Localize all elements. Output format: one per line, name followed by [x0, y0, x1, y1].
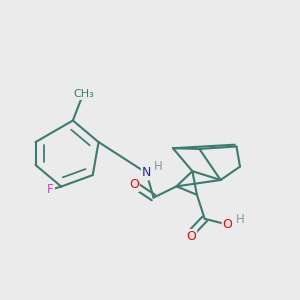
- Text: H: H: [153, 160, 162, 173]
- Text: O: O: [186, 230, 196, 243]
- Text: H: H: [236, 213, 245, 226]
- Text: F: F: [47, 183, 54, 196]
- Text: N: N: [142, 167, 151, 179]
- Text: O: O: [223, 218, 232, 231]
- Text: O: O: [129, 178, 139, 191]
- Text: CH₃: CH₃: [73, 89, 94, 99]
